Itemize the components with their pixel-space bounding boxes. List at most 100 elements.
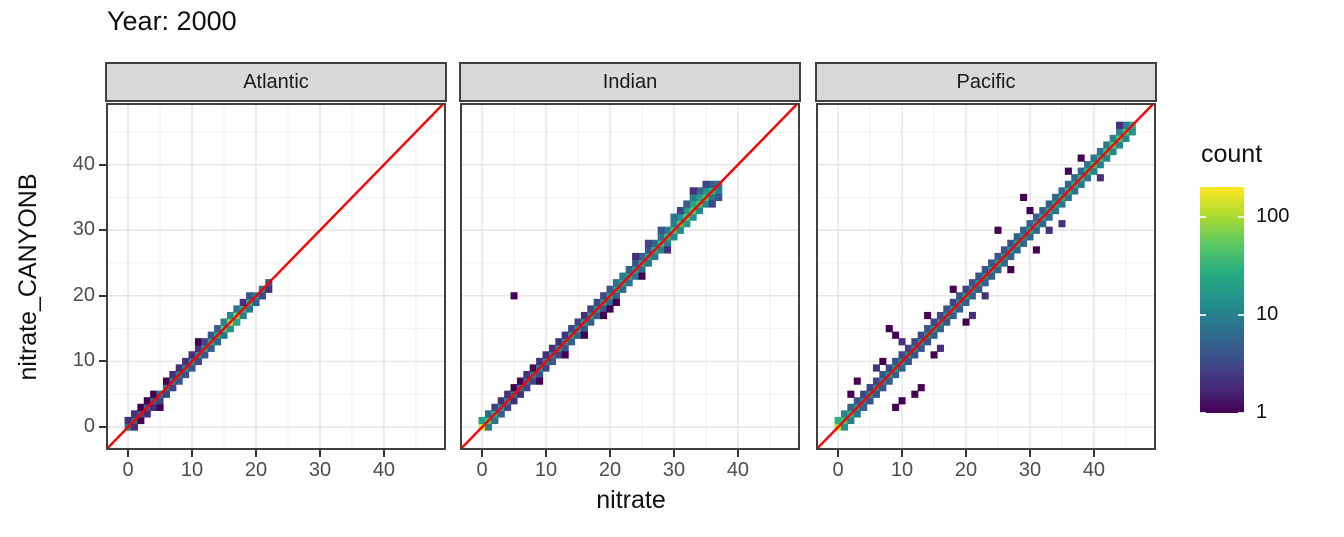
bin [625, 266, 633, 274]
bin [930, 351, 938, 359]
bin [574, 318, 582, 326]
bin [866, 384, 874, 392]
plot-title: Year: 2000 [107, 6, 237, 36]
x-tick-mark [1092, 450, 1095, 457]
bin [949, 298, 957, 307]
bin [683, 200, 691, 208]
bin [536, 357, 544, 366]
bin [644, 259, 652, 267]
bin [491, 416, 499, 425]
bin [949, 311, 957, 320]
bin [840, 423, 848, 431]
bin [265, 285, 273, 293]
bin [892, 331, 900, 339]
panel-pacific [816, 103, 1156, 450]
bin [968, 292, 976, 300]
bin [1116, 121, 1124, 129]
bin [1109, 147, 1117, 156]
x-tick-mark [382, 450, 385, 457]
bin [150, 390, 158, 398]
bin [715, 193, 723, 202]
bin [1064, 180, 1072, 188]
x-tick-mark [1028, 450, 1031, 457]
bin [137, 403, 145, 411]
facet-strip-indian: Indian [459, 62, 801, 102]
x-tick-label: 30 [662, 459, 686, 481]
bin [1039, 220, 1047, 228]
bin [936, 311, 944, 320]
x-tick-mark [127, 450, 130, 457]
bin [625, 279, 633, 287]
x-tick-mark [481, 450, 484, 457]
bin [1122, 134, 1130, 143]
x-tick-label: 0 [476, 459, 488, 481]
bin [981, 292, 989, 300]
bin [226, 325, 234, 333]
bin [872, 377, 880, 385]
bin [593, 298, 601, 307]
bin [664, 226, 672, 234]
bin [898, 364, 906, 372]
bin [632, 252, 640, 261]
bin [150, 403, 158, 411]
bin [708, 193, 716, 202]
bin [651, 252, 659, 261]
bin [981, 266, 989, 274]
bin [904, 357, 912, 366]
bin [924, 311, 932, 320]
y-tick-mark [99, 360, 106, 363]
bin [606, 285, 614, 293]
legend-colorbar-tick [1238, 313, 1244, 316]
bin [702, 187, 710, 195]
bin [130, 410, 138, 418]
bin [516, 390, 524, 398]
bin [182, 357, 190, 366]
identity-line [816, 103, 1156, 450]
bin [1103, 154, 1111, 162]
bin [702, 200, 710, 208]
y-tick-label: 30 [72, 218, 95, 241]
bin [1109, 134, 1117, 143]
bin [619, 272, 627, 280]
bin [1026, 220, 1034, 228]
y-tick-label: 10 [72, 349, 95, 372]
panel-indian [460, 103, 800, 450]
bin [478, 416, 486, 425]
bin [555, 351, 563, 359]
bin [676, 206, 684, 215]
bin [555, 338, 563, 346]
bin [898, 338, 906, 346]
bin [840, 410, 848, 418]
y-tick-mark [99, 229, 106, 232]
bin [872, 390, 880, 398]
x-tick-mark [255, 450, 257, 457]
bin [510, 397, 518, 405]
bin [497, 410, 505, 418]
bin [988, 259, 996, 267]
bin [956, 292, 964, 300]
y-tick-label: 0 [83, 415, 95, 438]
x-tick-mark [191, 450, 194, 457]
bin [664, 246, 672, 254]
x-tick-mark [901, 450, 904, 457]
y-tick-label: 20 [72, 283, 95, 306]
bin [892, 357, 900, 366]
bin [194, 338, 202, 346]
bin [143, 410, 151, 418]
bin [1013, 246, 1021, 254]
bin [1122, 121, 1130, 129]
bin [137, 416, 145, 425]
bin [853, 410, 861, 418]
facet-strip-pacific: Pacific [815, 62, 1157, 102]
x-tick-label: 40 [372, 459, 396, 481]
bin [1096, 147, 1104, 156]
bin [1032, 213, 1040, 221]
bin [651, 239, 659, 247]
bin [194, 344, 202, 352]
bin [879, 357, 887, 366]
bin [207, 331, 215, 339]
bin [670, 213, 678, 221]
bin [917, 331, 925, 339]
panel-atlantic [106, 103, 446, 450]
bin [632, 259, 640, 267]
